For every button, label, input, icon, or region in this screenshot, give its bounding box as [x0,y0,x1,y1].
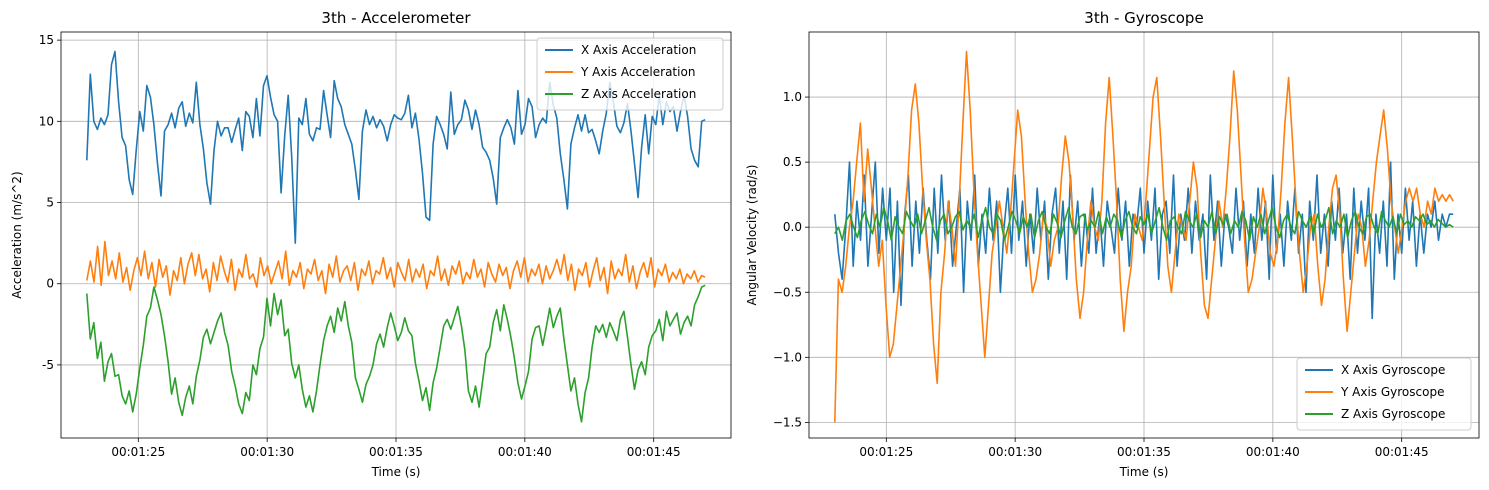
accelerometer-title: 3th - Accelerometer [321,9,471,27]
accelerometer-y-axis-label: Acceleration (m/s^2) [10,171,24,298]
y-tick-label: 10 [39,114,54,128]
x-axis-gyroscope-line [834,161,1454,320]
x-tick-label: 00:01:45 [1375,445,1429,459]
y-tick-label: 1.0 [783,90,802,104]
x-tick-label: 00:01:40 [498,445,552,459]
y-tick-label: -5 [42,358,54,372]
y-axis-gyroscope-legend-label: Y Axis Gyroscope [1340,385,1444,399]
y-axis-acceleration-legend-label: Y Axis Acceleration [580,65,695,79]
x-tick-label: 00:01:35 [1117,445,1171,459]
x-tick-label: 00:01:30 [988,445,1042,459]
x-axis-gyroscope-legend-label: X Axis Gyroscope [1341,363,1445,377]
x-axis-acceleration-legend-label: X Axis Acceleration [581,43,696,57]
y-tick-label: 0.0 [783,220,802,234]
accelerometer-series-lines [86,50,706,423]
gyroscope-title: 3th - Gyroscope [1084,9,1203,27]
x-tick-label: 00:01:25 [111,445,165,459]
accelerometer-legend: X Axis Acceleration Y Axis Acceleration Z … [536,37,724,111]
gyroscope-legend: X Axis Gyroscope Y Axis Gyroscope Z Axis G… [1296,357,1472,431]
legend-box [536,37,724,111]
accelerometer-ticks: 00:01:25 00:01:30 00:01:35 00:01:40 00:01:45… [39,33,681,459]
x-tick-label: 00:01:35 [369,445,423,459]
gyroscope-ticks: 00:01:25 00:01:30 00:01:35 00:01:40 00:01:45… [773,90,1429,459]
y-axis-gyroscope-line [834,50,1454,423]
x-tick-label: 00:01:40 [1246,445,1300,459]
y-tick-label: −0.5 [773,285,802,299]
y-axis-acceleration-line [86,240,706,296]
z-axis-acceleration-line [86,284,706,423]
x-axis-acceleration-line [86,50,706,244]
x-tick-label: 00:01:25 [859,445,913,459]
accelerometer-panel: 3th - Accelerometer 00:01:25 00:01:30 00:0… [10,9,732,479]
legend-box [1296,357,1472,431]
y-tick-label: 0.5 [783,155,802,169]
z-axis-gyroscope-line [834,206,1454,241]
y-tick-label: 0 [46,277,54,291]
gyroscope-panel: 3th - Gyroscope 00:01:25 00:01:30 00:01:35… [745,9,1480,479]
gyroscope-series-lines [834,50,1454,423]
x-tick-label: 00:01:45 [627,445,681,459]
y-tick-label: 15 [39,33,54,47]
accelerometer-x-axis-label: Time (s) [371,465,421,479]
z-axis-gyroscope-legend-label: Z Axis Gyroscope [1341,407,1445,421]
z-axis-acceleration-legend-label: Z Axis Acceleration [581,87,696,101]
y-tick-label: −1.0 [773,350,802,364]
y-tick-label: 5 [46,196,54,210]
gyroscope-y-axis-label: Angular Velocity (rad/s) [745,165,759,306]
y-tick-label: −1.5 [773,415,802,429]
x-tick-label: 00:01:30 [240,445,294,459]
gyroscope-x-axis-label: Time (s) [1119,465,1169,479]
